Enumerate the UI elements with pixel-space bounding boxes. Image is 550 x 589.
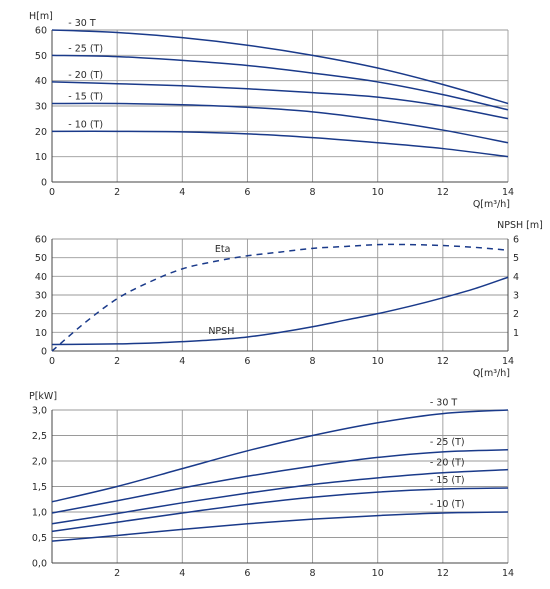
right-tick-label: 2 — [513, 309, 519, 320]
y-tick-label: 3,0 — [32, 406, 47, 417]
series-label-4: - 10 (T) — [430, 499, 465, 510]
y-tick-label: 1,5 — [32, 482, 47, 493]
x-tick-label: 4 — [179, 356, 185, 367]
series-line-0 — [51, 243, 509, 352]
x-tick-label: 0 — [49, 356, 55, 367]
y-tick-label: 1,0 — [32, 508, 47, 519]
x-tick-label: 0 — [49, 187, 55, 198]
y-tick-label: 50 — [35, 51, 47, 62]
power-chart: 0,0 0,5 1,0 1,5 2,0 2,5 3,0 2 4 6 8 10 12 14 P[kW] - 30… — [29, 391, 514, 579]
y-tick-label: 0 — [41, 178, 47, 189]
x-tick-label: 10 — [372, 187, 384, 198]
x-tick-label: 12 — [437, 568, 449, 579]
x-tick-label: 6 — [244, 356, 250, 367]
series-line-1 — [51, 276, 509, 346]
y-tick-label: 10 — [35, 328, 47, 339]
y-axis-label: P[kW] — [29, 391, 57, 402]
right-tick-label: 1 — [513, 328, 519, 339]
right-axis-label: NPSH [m] — [497, 220, 543, 231]
series-line-2 — [51, 81, 509, 120]
series-label-2: - 20 (T) — [430, 457, 465, 468]
x-tick-label: 6 — [244, 568, 250, 579]
series-label-1: NPSH — [208, 326, 234, 337]
y-tick-label: 50 — [35, 253, 47, 264]
x-tick-label: 8 — [310, 568, 316, 579]
x-axis-label: Q[m³/h] — [473, 199, 510, 210]
right-tick-label: 3 — [513, 291, 519, 302]
x-tick-label: 10 — [372, 356, 384, 367]
series-line-4 — [51, 130, 509, 158]
series-label-4: - 10 (T) — [68, 119, 103, 130]
series-line-3 — [51, 102, 509, 144]
series-label-1: - 25 (T) — [430, 437, 465, 448]
series-line-4 — [51, 511, 509, 542]
series-line-0 — [51, 29, 509, 105]
x-tick-label: 2 — [114, 568, 120, 579]
x-tick-label: 2 — [114, 187, 120, 198]
x-tick-label: 10 — [372, 568, 384, 579]
y-tick-label: 40 — [35, 272, 47, 283]
series-label-0: - 30 T — [68, 18, 96, 29]
y-tick-label: 0,0 — [32, 559, 47, 570]
y-tick-label: 40 — [35, 76, 47, 87]
y-tick-label: 30 — [35, 102, 47, 113]
x-tick-label: 8 — [310, 356, 316, 367]
series-line-0 — [51, 409, 509, 503]
x-tick-label: 14 — [502, 568, 514, 579]
y-tick-label: 10 — [35, 152, 47, 163]
series-label-0: - 30 T — [430, 398, 458, 409]
x-axis-label: Q[m³/h] — [473, 368, 510, 379]
series-label-2: - 20 (T) — [68, 70, 103, 81]
series-label-3: - 15 (T) — [430, 475, 465, 486]
x-tick-label: 12 — [437, 187, 449, 198]
right-tick-label: 5 — [513, 253, 519, 264]
series-line-1 — [51, 449, 509, 514]
y-tick-label: 2,0 — [32, 457, 47, 468]
y-tick-label: 20 — [35, 309, 47, 320]
right-tick-label: 4 — [513, 272, 519, 283]
y-tick-label: 2,5 — [32, 431, 47, 442]
y-tick-label: 60 — [35, 26, 47, 37]
x-tick-label: 14 — [502, 187, 514, 198]
x-tick-label: 8 — [310, 187, 316, 198]
series-label-1: - 25 (T) — [68, 43, 103, 54]
x-tick-label: 14 — [502, 356, 514, 367]
series-label-3: - 15 (T) — [68, 91, 103, 102]
series-line-2 — [51, 468, 509, 525]
y-tick-label: 30 — [35, 291, 47, 302]
x-tick-label: 4 — [179, 568, 185, 579]
x-tick-label: 4 — [179, 187, 185, 198]
y-tick-label: 20 — [35, 127, 47, 138]
y-axis-label: H[m] — [29, 11, 53, 22]
y-tick-label: 0,5 — [32, 533, 47, 544]
series-label-0: Eta — [215, 244, 231, 255]
y-tick-label: 60 — [35, 235, 47, 246]
head-chart: 0 10 20 30 40 50 60 0 2 4 6 8 10 12 14 H[m] Q[m³/h] - 30 … — [29, 11, 514, 210]
series-line-3 — [51, 487, 509, 533]
y-tick-label: 0 — [41, 347, 47, 358]
x-tick-label: 6 — [244, 187, 250, 198]
series-line-1 — [51, 54, 509, 111]
right-tick-label: 6 — [513, 235, 519, 246]
x-tick-label: 12 — [437, 356, 449, 367]
x-tick-label: 2 — [114, 356, 120, 367]
